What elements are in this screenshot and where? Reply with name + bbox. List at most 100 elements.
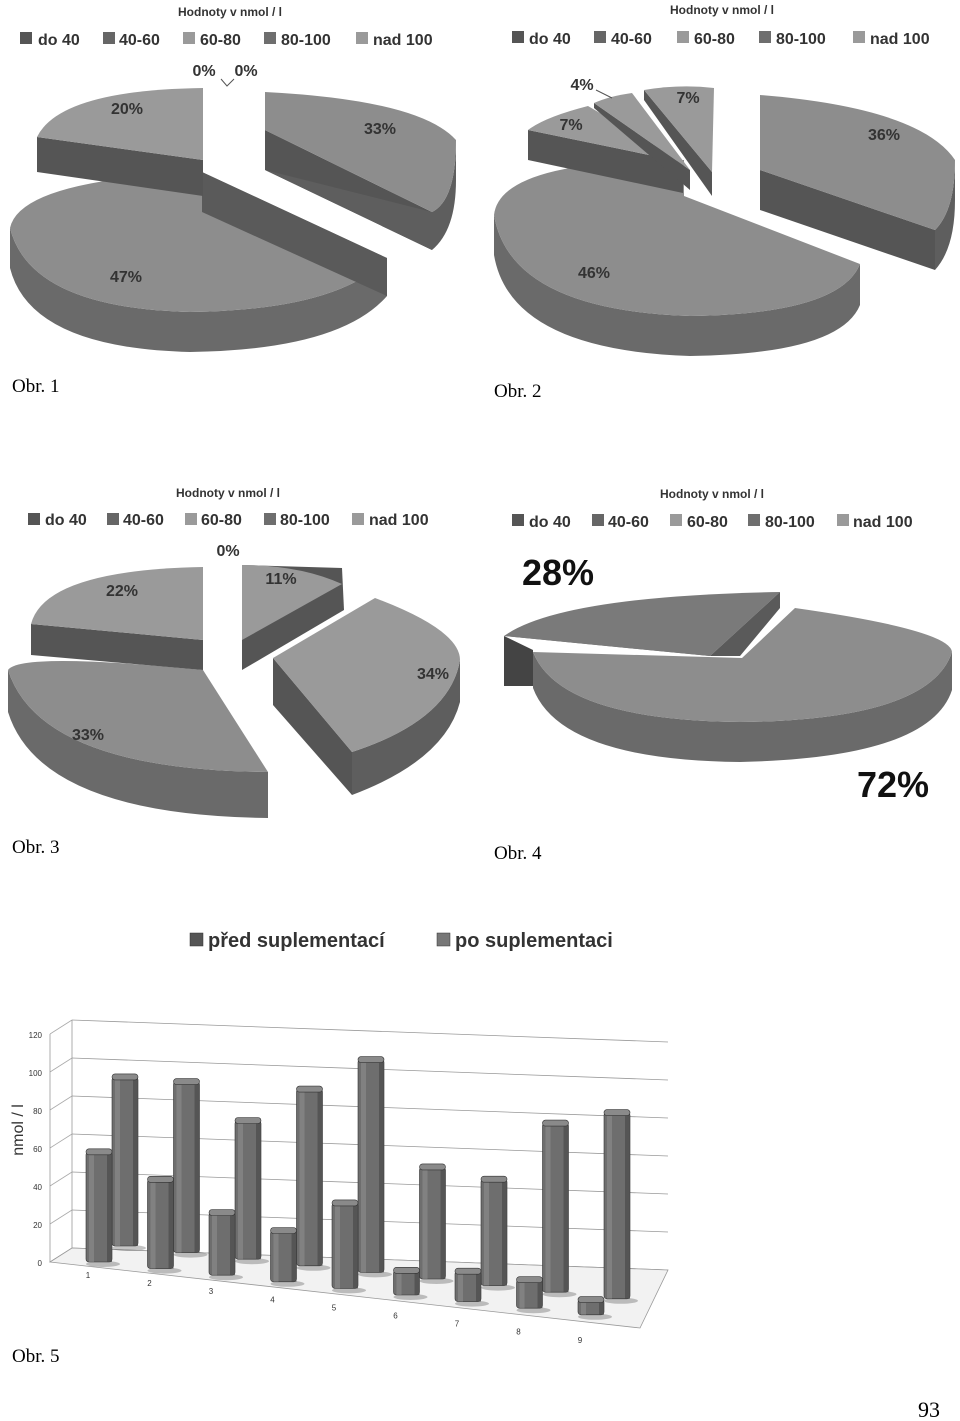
- slice-label: 0%: [216, 543, 239, 560]
- bar-side: [353, 1202, 358, 1289]
- chart-obr1: Hodnoty v nmol / l do 40 40-60 60-80 80-…: [10, 5, 456, 397]
- bar-pred-suplementaci: [85, 1148, 120, 1267]
- slice-label: 22%: [106, 583, 138, 600]
- floor: [48, 1247, 669, 1329]
- figure-caption: Obr. 2: [494, 381, 542, 402]
- legend: do 40 40-60 60-80 80-100 nad 100: [512, 514, 913, 531]
- gridline: [71, 1019, 669, 1043]
- bar-side: [317, 1089, 323, 1266]
- bar-shadow: [270, 1280, 305, 1287]
- pie-slice: [265, 92, 456, 250]
- bar-side: [379, 1059, 384, 1273]
- legend-label: po suplementaci: [455, 930, 613, 952]
- bar-side: [599, 1299, 604, 1315]
- leader-line: [220, 78, 235, 87]
- bar-pred-suplementaci: [208, 1209, 243, 1281]
- y-tick-label: 40: [33, 1183, 42, 1192]
- legend: do 40 40-60 60-80 80-100 nad 100: [512, 31, 930, 48]
- bar-shadow: [542, 1291, 577, 1298]
- bar-pred-suplementaci: [331, 1199, 366, 1294]
- legend-swatch: [20, 32, 32, 44]
- legend-swatch: [853, 31, 865, 43]
- legend-label: 40-60: [611, 31, 652, 48]
- bar-highlight: [176, 1081, 182, 1253]
- legend: do 40 40-60 60-80 80-100 nad 100: [28, 512, 429, 529]
- bar-shadow: [358, 1271, 392, 1278]
- bar-highlight: [238, 1120, 243, 1260]
- bar-shadow: [332, 1287, 366, 1294]
- bar-shadow: [516, 1307, 551, 1314]
- bar-top: [393, 1267, 420, 1274]
- bar-top: [111, 1073, 139, 1081]
- pie-slice: [10, 172, 387, 352]
- x-tick-label: 7: [455, 1320, 460, 1329]
- bar-shadow: [455, 1300, 489, 1307]
- legend-swatch: [436, 932, 451, 947]
- bar-shadow: [604, 1297, 638, 1304]
- bar-side: [625, 1112, 630, 1299]
- bar-side: [256, 1120, 261, 1260]
- legend-label: nad 100: [373, 32, 433, 49]
- bar-top: [357, 1056, 385, 1063]
- slice-label: 0%: [192, 63, 215, 80]
- legend-label: do 40: [529, 514, 571, 531]
- legend-label: 40-60: [123, 512, 164, 529]
- chart-title: Hodnoty v nmol / l: [178, 5, 282, 19]
- pie-slice: [273, 598, 460, 795]
- gridline-side: [49, 1057, 73, 1073]
- slice-label: 36%: [868, 127, 900, 144]
- bar-highlight: [115, 1076, 120, 1246]
- y-tick-label: 60: [33, 1145, 42, 1154]
- slice-label: 33%: [72, 727, 104, 744]
- legend-swatch: [352, 513, 364, 525]
- legend-swatch: [189, 932, 204, 947]
- bar-highlight: [458, 1271, 463, 1302]
- slice-label: 34%: [417, 666, 449, 683]
- x-tick-label: 6: [393, 1312, 398, 1321]
- bar-side: [107, 1151, 112, 1262]
- leader-line: [595, 89, 613, 99]
- bar-highlight: [581, 1299, 586, 1315]
- figure-caption: Obr. 1: [12, 376, 60, 397]
- page-number: 93: [918, 1397, 940, 1421]
- chart-title: Hodnoty v nmol / l: [660, 487, 764, 501]
- y-tick-label: 100: [29, 1069, 43, 1078]
- slice-label: 11%: [265, 571, 296, 588]
- y-tick-label: 80: [33, 1107, 42, 1116]
- bar-pred-suplementaci: [454, 1267, 489, 1307]
- chart-obr5: před suplementací po suplementaci nmol /…: [10, 930, 669, 1367]
- slice-label: 28%: [522, 552, 594, 593]
- bar-top: [173, 1078, 200, 1085]
- gridline-side: [49, 1133, 73, 1149]
- pie-slice: [504, 592, 780, 686]
- slice-label: 46%: [578, 265, 610, 282]
- legend-label: do 40: [45, 512, 87, 529]
- slice-label: 0%: [234, 63, 257, 80]
- y-axis-label: nmol / l: [10, 1104, 27, 1156]
- x-tick-label: 8: [516, 1328, 521, 1337]
- slice-label: 20%: [111, 101, 143, 118]
- legend-swatch: [185, 513, 197, 525]
- slice-label: 33%: [364, 121, 396, 138]
- bar-highlight: [299, 1089, 305, 1266]
- bar-po-suplementaci: [419, 1163, 454, 1284]
- bar-top: [516, 1276, 543, 1283]
- bar-side: [230, 1212, 235, 1276]
- legend-swatch: [670, 514, 682, 526]
- bar-pred-suplementaci: [516, 1276, 551, 1314]
- legend-label: nad 100: [870, 31, 930, 48]
- bar-side: [291, 1230, 297, 1282]
- pie-slice: [31, 567, 203, 670]
- pie-slice: [8, 661, 268, 818]
- pie-slice: [37, 88, 203, 196]
- legend-swatch: [592, 514, 604, 526]
- bar-po-suplementaci: [603, 1109, 638, 1304]
- bar-side: [414, 1270, 420, 1295]
- bar-side: [440, 1166, 446, 1279]
- bar-shadow: [419, 1278, 454, 1284]
- pie-slice: [594, 93, 690, 190]
- pie-slice: [242, 565, 344, 670]
- legend-label: 60-80: [687, 514, 728, 531]
- legend-label: 80-100: [281, 32, 331, 49]
- legend-label: 40-60: [608, 514, 649, 531]
